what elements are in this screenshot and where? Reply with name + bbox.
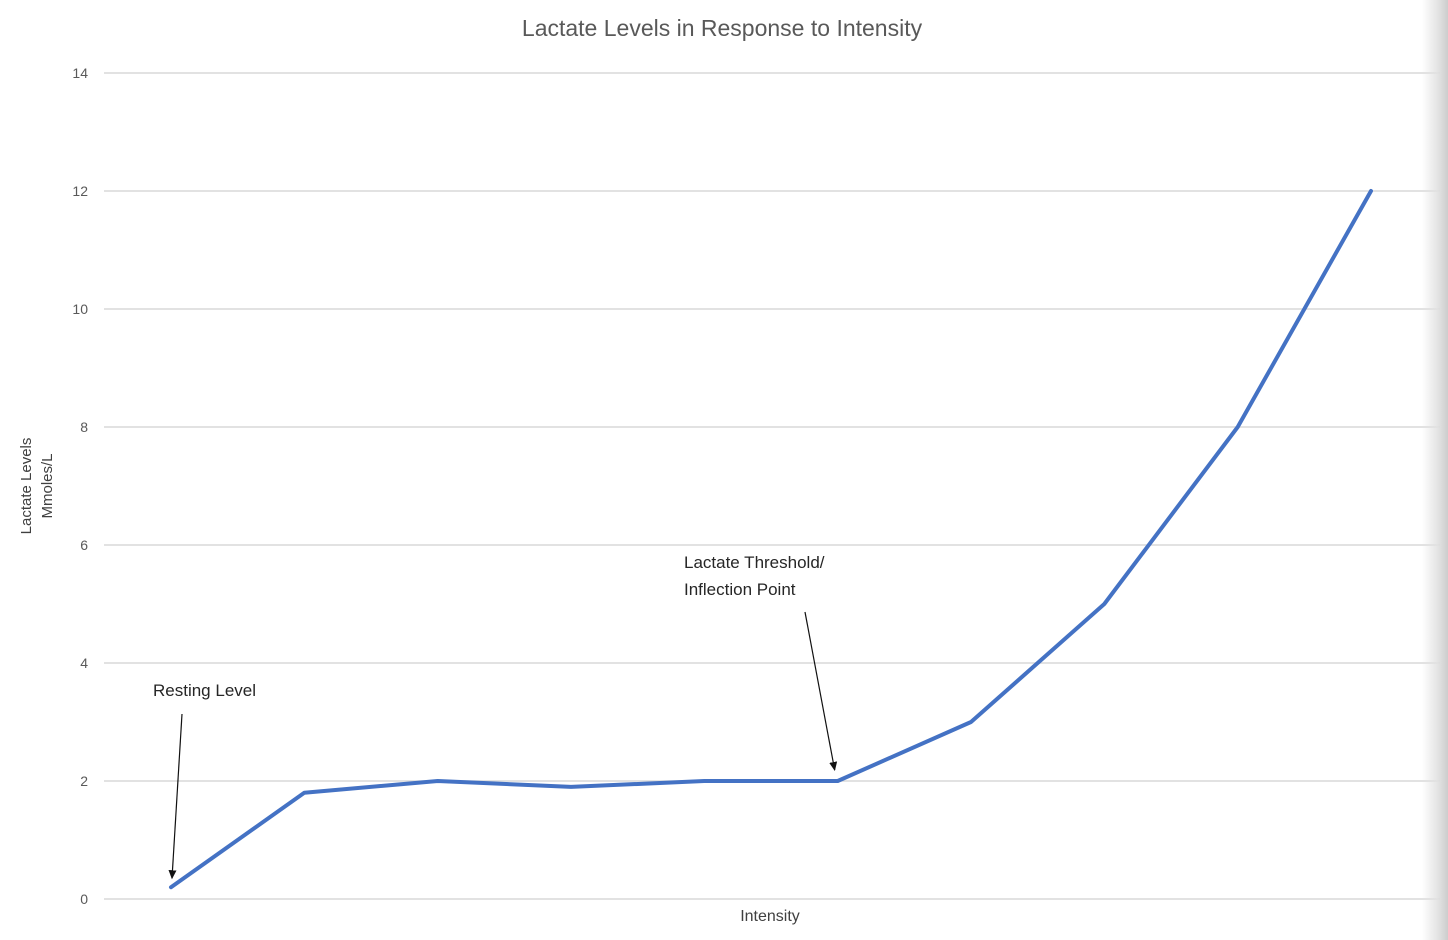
y-tick-label: 14: [72, 65, 88, 81]
annotation-label: Lactate Threshold/: [684, 553, 825, 572]
data-point: [702, 779, 706, 783]
y-axis-label-line-1: Lactate Levels: [18, 438, 35, 535]
gridlines: [104, 72, 1440, 900]
y-tick-label: 10: [72, 301, 88, 317]
annotation-arrow: [804, 611, 838, 771]
annotations: Resting Level Lactate Threshold/Inflectio…: [153, 553, 838, 880]
series-line: [169, 189, 1373, 890]
series-layer: [169, 189, 1373, 890]
data-point: [1102, 602, 1106, 606]
y-axis-tick-labels: 0 2 4 6 8 10 12 14: [72, 65, 88, 907]
data-point: [169, 885, 173, 889]
x-axis-label: Intensity: [740, 908, 800, 925]
data-point: [969, 720, 973, 724]
chart-title: Lactate Levels in Response to Intensity: [522, 15, 923, 41]
y-tick-label: 6: [80, 537, 88, 553]
annotation-arrow: [168, 713, 183, 880]
y-tick-label: 12: [72, 183, 88, 199]
data-point: [436, 779, 440, 783]
annotation-label: Resting Level: [153, 681, 256, 700]
data-point: [569, 785, 573, 789]
y-tick-label: 4: [80, 655, 88, 671]
y-axis-label-line-2: Mmoles/L: [39, 453, 56, 518]
data-point: [1236, 425, 1240, 429]
annotation-label: Inflection Point: [684, 580, 796, 599]
data-point: [836, 779, 840, 783]
y-tick-label: 8: [80, 419, 88, 435]
data-point: [1369, 189, 1373, 193]
y-tick-label: 0: [80, 891, 88, 907]
y-tick-label: 2: [80, 773, 88, 789]
data-point: [302, 791, 306, 795]
